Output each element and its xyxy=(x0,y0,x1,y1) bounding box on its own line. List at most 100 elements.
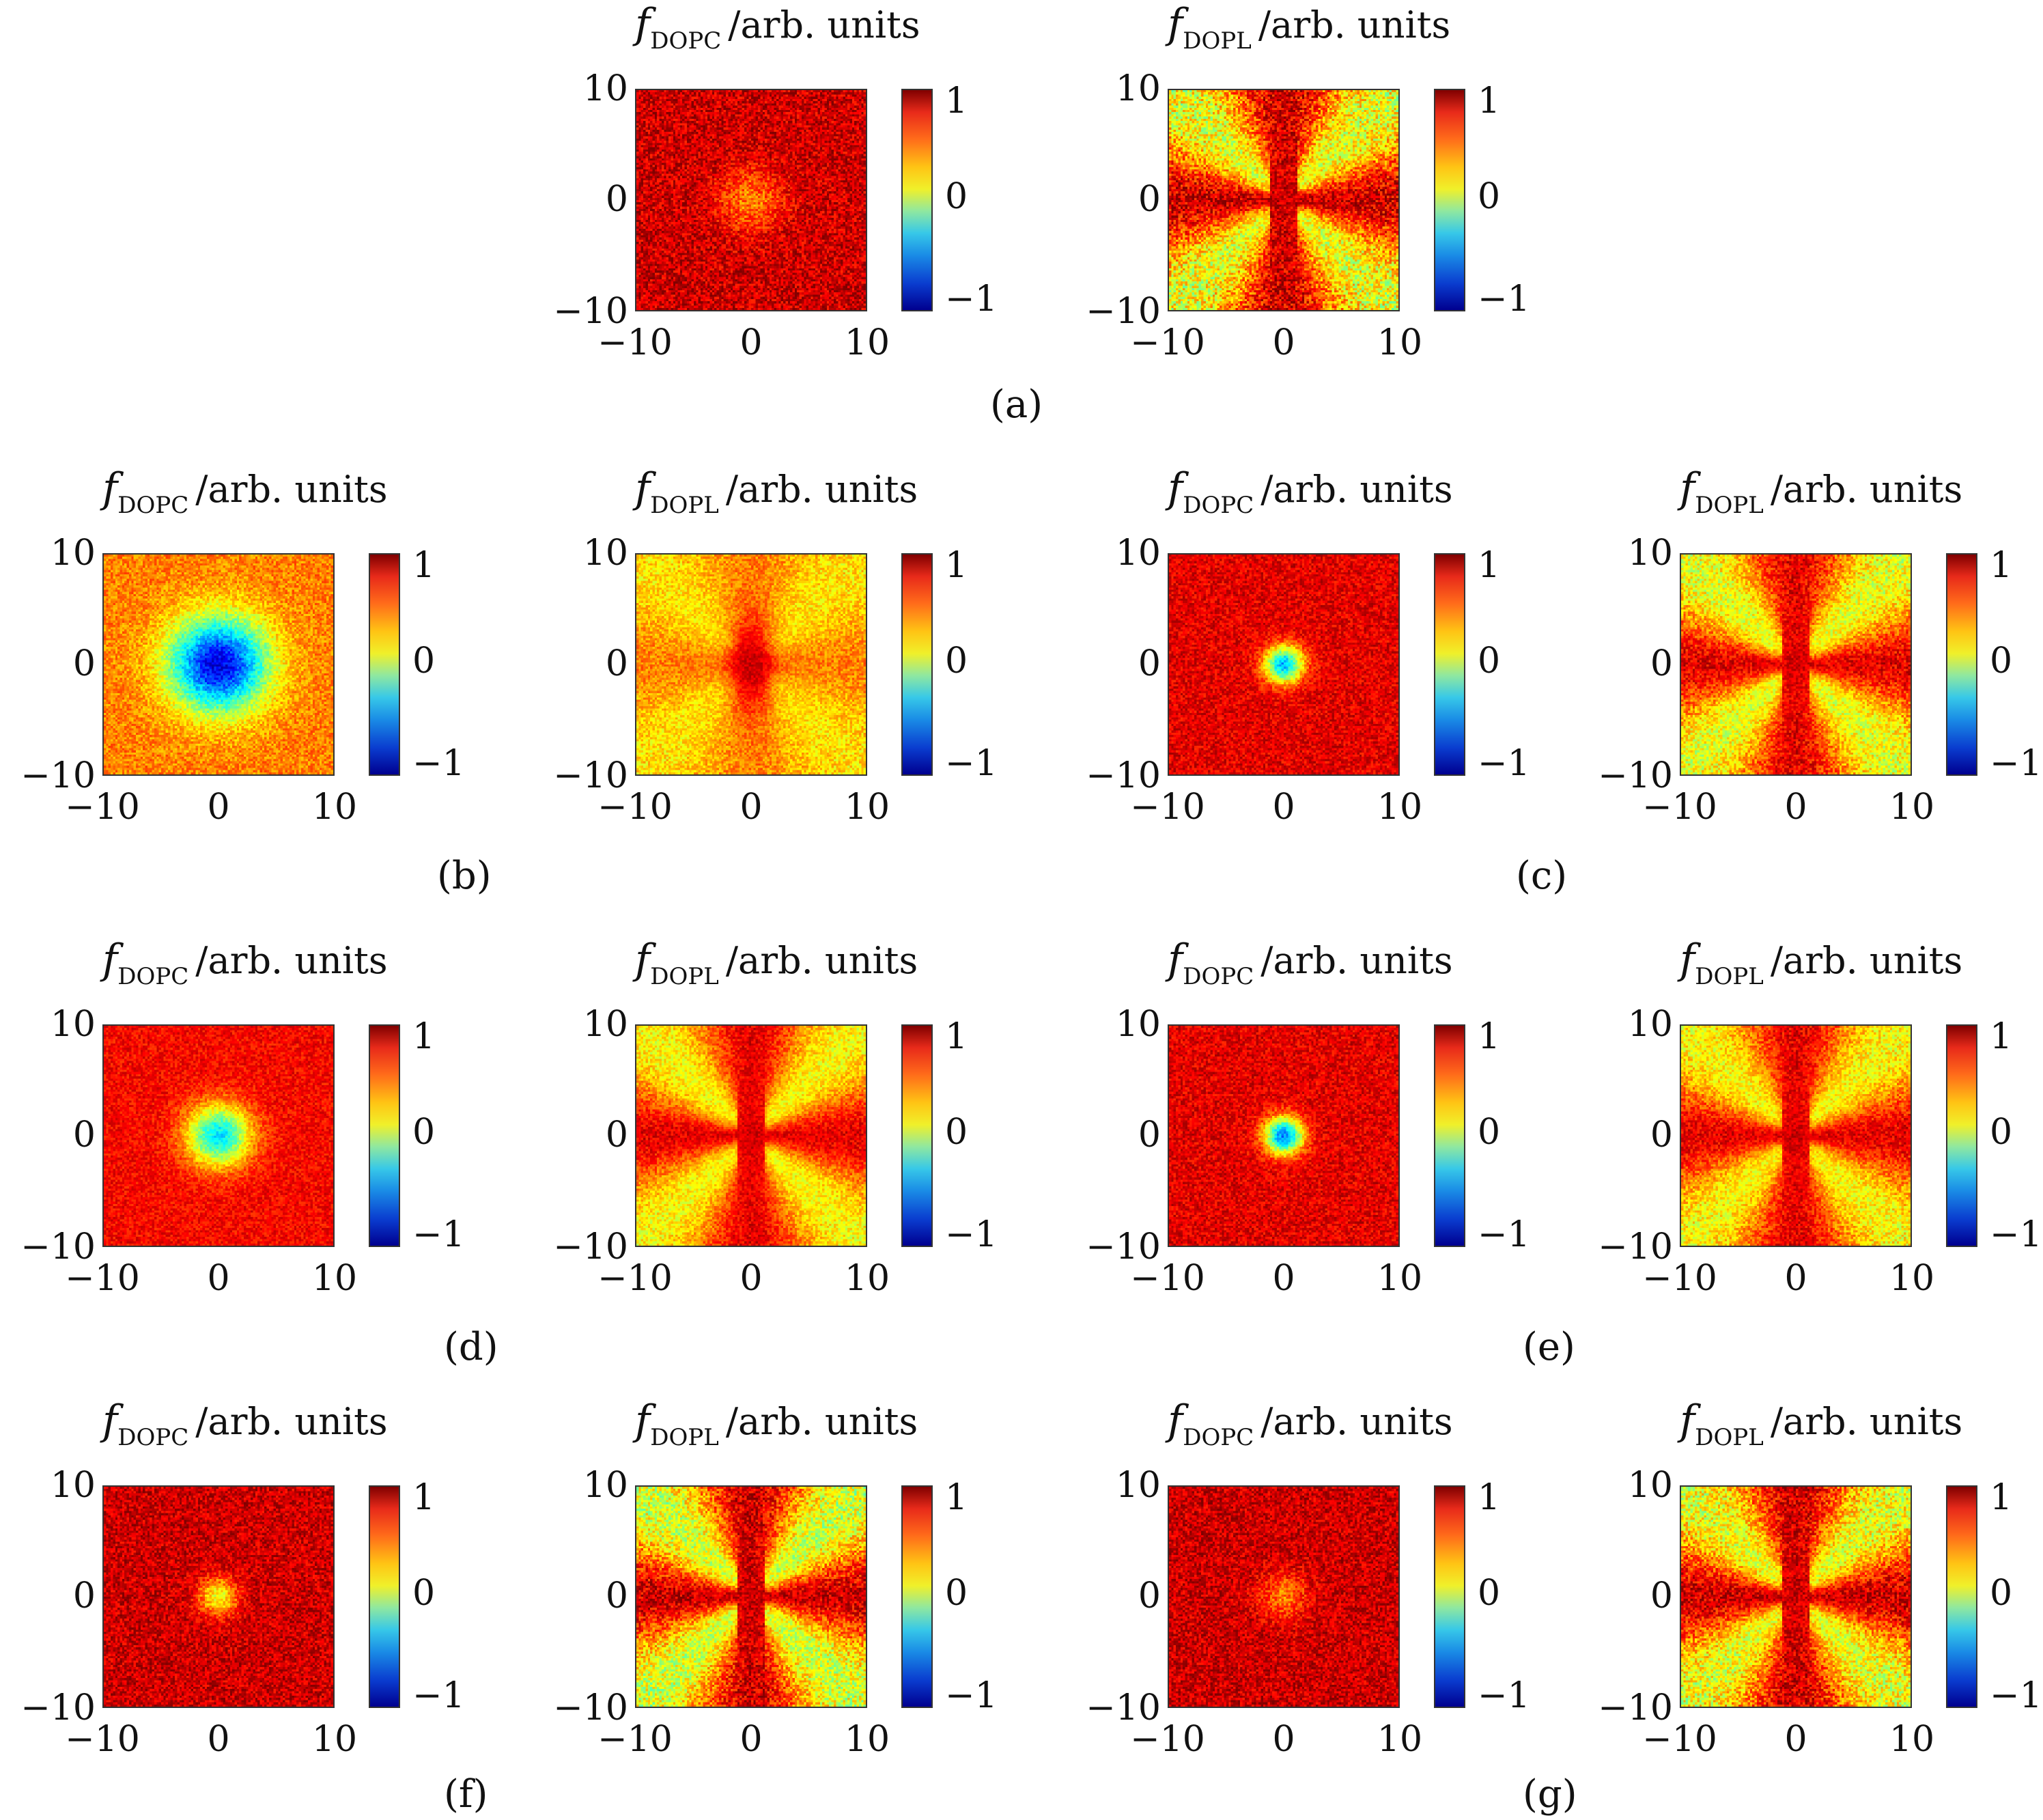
x-tick-label: 10 xyxy=(844,1258,890,1299)
panel-title: fDOPC/arb. units xyxy=(635,0,1017,55)
y-tick-label: −10 xyxy=(1086,291,1161,332)
title-subscript: DOPL xyxy=(1183,27,1252,55)
colorbar-tick-label: −1 xyxy=(412,1214,465,1255)
title-units: /arb. units xyxy=(195,939,388,982)
heatmap-image xyxy=(635,1024,867,1247)
y-tick-label: 0 xyxy=(72,643,96,684)
title-symbol: f xyxy=(102,936,118,983)
y-tick-label: 10 xyxy=(582,533,628,574)
colorbar-tick-label: 1 xyxy=(1478,81,1501,122)
heatmap-panel: fDOPC/arb. units 1 0 −1 10 0 −10 −10 0 10 xyxy=(0,936,464,1359)
heatmap-image xyxy=(635,553,867,776)
heatmap-image xyxy=(1168,1485,1400,1708)
y-tick-label: 10 xyxy=(1115,1465,1161,1506)
x-tick-label: 10 xyxy=(1377,787,1423,828)
colorbar-tick-label: 1 xyxy=(1478,1477,1501,1518)
panel-title: fDOPC/arb. units xyxy=(102,936,485,990)
colorbar xyxy=(901,89,933,311)
y-tick-label: 0 xyxy=(605,179,628,220)
y-tick-label: −10 xyxy=(553,1227,628,1268)
colorbar-tick-label: 0 xyxy=(412,641,436,682)
colorbar-tick-label: −1 xyxy=(412,1675,465,1716)
colorbar-tick-label: 1 xyxy=(945,1477,968,1518)
y-tick-label: −10 xyxy=(553,291,628,332)
x-tick-label: 0 xyxy=(739,1719,763,1760)
y-tick-label: 10 xyxy=(582,68,628,109)
y-tick-label: −10 xyxy=(20,1227,96,1268)
y-tick-label: −10 xyxy=(1086,1688,1161,1728)
heatmap-image xyxy=(1680,1024,1912,1247)
y-tick-label: 10 xyxy=(1115,68,1161,109)
title-symbol: f xyxy=(1168,464,1183,512)
colorbar xyxy=(369,1485,400,1708)
x-tick-label: 0 xyxy=(739,1258,763,1299)
title-units: /arb. units xyxy=(195,468,388,511)
title-units: /arb. units xyxy=(725,939,918,982)
y-tick-label: −10 xyxy=(553,755,628,796)
heatmap-panel: fDOPL/arb. units 1 0 −1 10 0 −10 −10 0 10 xyxy=(533,464,997,888)
x-tick-label: 0 xyxy=(1272,787,1295,828)
colorbar xyxy=(1434,1485,1465,1708)
panel-title: fDOPC/arb. units xyxy=(102,464,485,519)
title-subscript: DOPL xyxy=(650,963,719,990)
heatmap-image xyxy=(1168,89,1400,311)
x-tick-label: 0 xyxy=(1272,1719,1295,1760)
x-tick-label: −10 xyxy=(1130,1719,1205,1760)
heatmap-image xyxy=(1168,1024,1400,1247)
panel-title: fDOPL/arb. units xyxy=(1680,936,2043,990)
heatmap-image xyxy=(102,1485,335,1708)
title-subscript: DOPL xyxy=(650,492,719,519)
title-units: /arb. units xyxy=(1260,939,1453,982)
x-tick-label: 10 xyxy=(1377,1719,1423,1760)
y-tick-label: 10 xyxy=(582,1465,628,1506)
title-symbol: f xyxy=(635,1397,651,1444)
heatmap-panel: fDOPC/arb. units 1 0 −1 10 0 −10 −10 0 10 xyxy=(1065,464,1530,888)
title-subscript: DOPC xyxy=(650,27,722,55)
y-tick-label: 10 xyxy=(1115,1004,1161,1045)
y-tick-label: −10 xyxy=(1086,1227,1161,1268)
x-tick-label: 10 xyxy=(1889,1719,1935,1760)
x-tick-label: 10 xyxy=(1889,1258,1935,1299)
y-tick-label: 10 xyxy=(50,1465,96,1506)
heatmap-panel: fDOPC/arb. units 1 0 −1 10 0 −10 −10 0 10 xyxy=(533,0,997,423)
colorbar-tick-label: 1 xyxy=(1990,1016,2013,1057)
y-tick-label: −10 xyxy=(1598,1688,1673,1728)
y-tick-label: 0 xyxy=(605,643,628,684)
y-tick-label: −10 xyxy=(20,1688,96,1728)
colorbar-tick-label: −1 xyxy=(1478,279,1530,320)
heatmap-panel: fDOPL/arb. units 1 0 −1 10 0 −10 −10 0 10 xyxy=(1577,936,2042,1359)
colorbar xyxy=(1434,89,1465,311)
title-units: /arb. units xyxy=(1770,468,1963,511)
x-tick-label: 10 xyxy=(1377,1258,1423,1299)
x-tick-label: −10 xyxy=(1130,787,1205,828)
colorbar xyxy=(1434,1024,1465,1247)
colorbar xyxy=(1946,1485,1977,1708)
heatmap-panel: fDOPL/arb. units 1 0 −1 10 0 −10 −10 0 10 xyxy=(1577,464,2042,888)
title-subscript: DOPC xyxy=(1183,1424,1254,1451)
panel-label: (d) xyxy=(444,1325,498,1369)
title-symbol: f xyxy=(635,464,651,512)
title-subscript: DOPC xyxy=(117,1424,189,1451)
panel-title: fDOPC/arb. units xyxy=(1168,1397,1550,1451)
y-tick-label: 10 xyxy=(1627,533,1673,574)
colorbar-tick-label: 1 xyxy=(1478,1016,1501,1057)
y-tick-label: −10 xyxy=(1598,755,1673,796)
colorbar-tick-label: −1 xyxy=(1990,1214,2042,1255)
x-tick-label: −10 xyxy=(1642,787,1717,828)
title-units: /arb. units xyxy=(725,1400,918,1443)
title-symbol: f xyxy=(1680,464,1695,512)
colorbar-tick-label: 0 xyxy=(1478,1112,1501,1153)
title-units: /arb. units xyxy=(195,1400,388,1443)
colorbar-tick-label: 1 xyxy=(945,1016,968,1057)
y-tick-label: 10 xyxy=(50,1004,96,1045)
y-tick-label: 0 xyxy=(605,1576,628,1616)
title-symbol: f xyxy=(1168,0,1183,48)
y-tick-label: 10 xyxy=(1627,1465,1673,1506)
title-subscript: DOPL xyxy=(1695,963,1764,990)
heatmap-image xyxy=(635,89,867,311)
colorbar-tick-label: 1 xyxy=(945,81,968,122)
x-tick-label: −10 xyxy=(65,1258,140,1299)
title-units: /arb. units xyxy=(1770,1400,1963,1443)
colorbar-tick-label: 0 xyxy=(1990,1112,2013,1153)
